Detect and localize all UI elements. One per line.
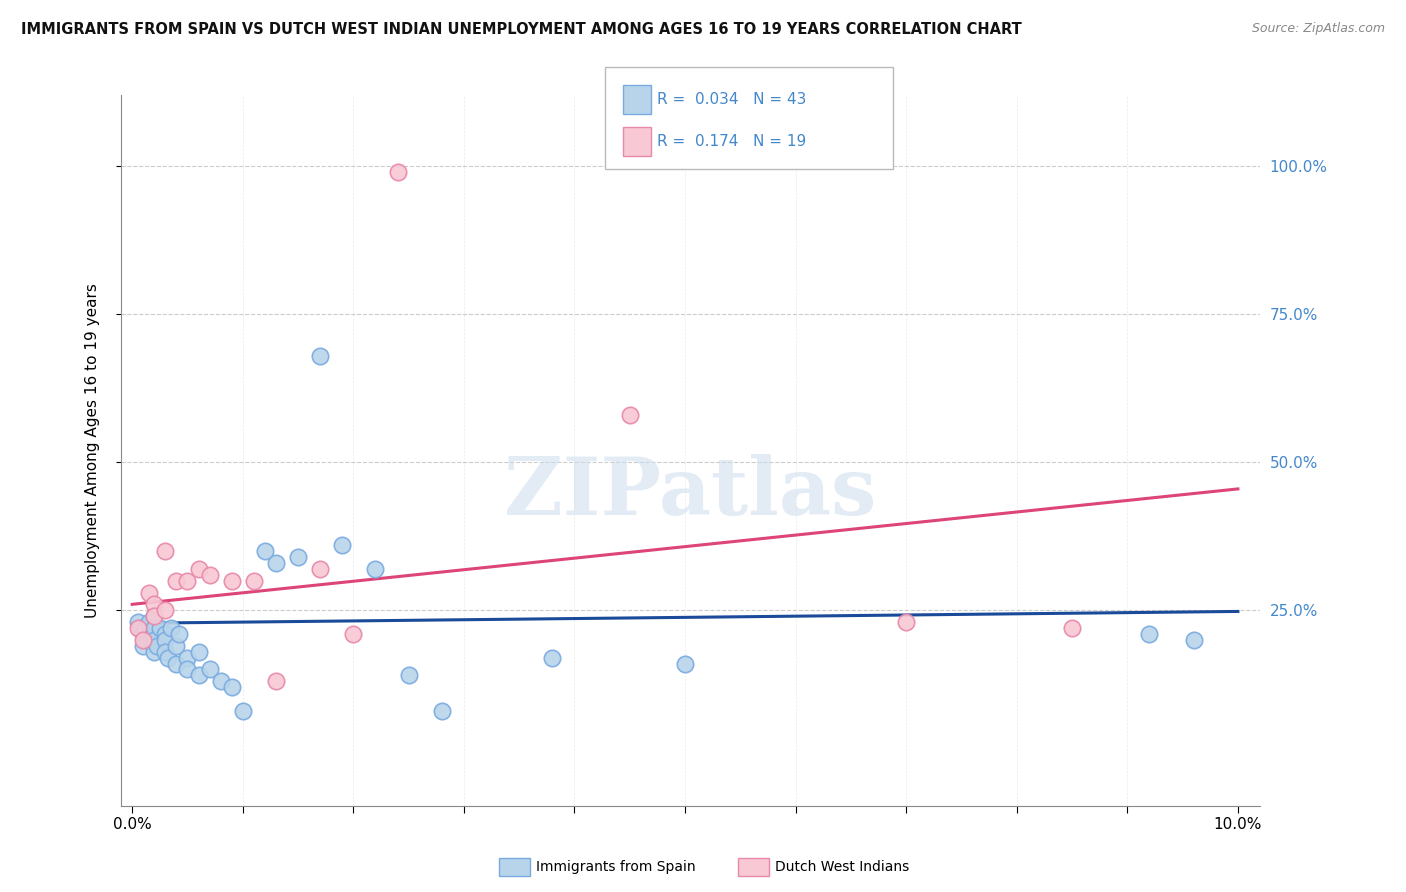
Point [187,562,209,576]
Point [149,621,172,635]
Y-axis label: Unemployment Among Ages 16 to 19 years: Unemployment Among Ages 16 to 19 years [86,283,100,618]
Point [1182,632,1205,647]
Point [232,704,254,718]
Point [127,615,149,629]
Point [132,627,155,641]
Point [1060,621,1083,635]
Point [187,645,209,659]
Text: ZIPatlas: ZIPatlas [505,454,877,532]
Point [138,627,160,641]
Text: Source: ZipAtlas.com: Source: ZipAtlas.com [1251,22,1385,36]
Point [155,645,177,659]
Point [138,615,160,629]
Point [176,574,198,588]
Point [221,574,243,588]
Point [155,603,177,617]
Point [155,544,177,558]
Point [187,668,209,682]
Point [143,645,166,659]
Point [165,657,187,671]
Point [143,609,166,624]
Point [129,621,152,635]
Point [673,657,696,671]
Point [165,574,187,588]
Point [143,621,166,635]
Point [155,627,177,641]
Point [145,639,167,653]
Point [541,650,564,665]
Point [398,668,420,682]
Point [364,562,387,576]
Point [896,615,918,629]
Text: IMMIGRANTS FROM SPAIN VS DUTCH WEST INDIAN UNEMPLOYMENT AMONG AGES 16 TO 19 YEAR: IMMIGRANTS FROM SPAIN VS DUTCH WEST INDI… [21,22,1022,37]
Point [165,639,187,653]
Point [198,567,221,582]
Point [160,621,183,635]
Text: R =  0.174   N = 19: R = 0.174 N = 19 [657,134,806,149]
Point [198,663,221,677]
Point [430,704,453,718]
Point [309,349,332,363]
Point [1139,627,1161,641]
Point [330,538,353,552]
Point [167,627,190,641]
Point [143,609,166,624]
Point [132,639,155,653]
Point [176,650,198,665]
Point [134,621,156,635]
Point [127,621,149,635]
Point [155,632,177,647]
Point [243,574,266,588]
Point [221,680,243,694]
Text: R =  0.034   N = 43: R = 0.034 N = 43 [657,92,806,107]
Point [309,562,332,576]
Point [138,585,160,599]
Point [139,632,162,647]
Point [143,598,166,612]
Point [619,408,641,422]
Point [264,674,287,689]
Text: Dutch West Indians: Dutch West Indians [775,860,908,874]
Point [342,627,364,641]
Point [132,632,155,647]
Point [264,556,287,570]
Point [387,165,409,179]
Point [253,544,276,558]
Text: Immigrants from Spain: Immigrants from Spain [536,860,696,874]
Point [176,663,198,677]
Point [156,650,179,665]
Point [209,674,232,689]
Point [287,549,309,564]
Point [143,632,166,647]
Point [135,632,157,647]
